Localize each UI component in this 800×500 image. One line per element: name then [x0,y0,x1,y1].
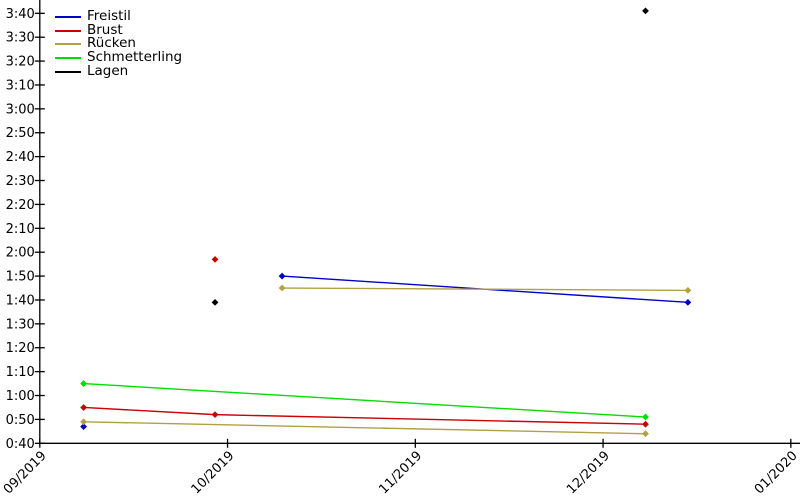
series-lagen [211,7,649,306]
y-tick-label: 3:20 [6,55,35,70]
x-tick-label: 12/2019 [564,449,613,498]
data-point-marker [211,255,219,263]
legend-label-lagen: Lagen [87,62,129,79]
series-brust [80,255,649,428]
legend-label-ruecken: Rücken [87,35,136,52]
legend-line-ruecken [55,43,81,46]
data-point-marker [684,287,692,294]
series-line [282,287,688,292]
y-tick-label: 2:50 [6,126,35,141]
y-tick-label: 2:10 [6,222,35,237]
x-tick-label: 10/2019 [189,449,238,498]
legend-line-freistil [55,15,81,18]
y-tick-label: 1:50 [6,270,35,285]
y-tick-label: 1:30 [6,317,35,332]
series-line [83,421,646,435]
legend-item-brust: Brust [55,21,182,38]
y-tick-label: 1:10 [6,365,35,380]
data-point-marker [211,411,219,419]
axes [39,0,800,444]
y-axis-ticks: 3:40 3:30 3:20 3:10 3:00 2:50 2:40 2:30 2:20 2:10… [6,7,45,452]
legend-item-freistil: Freistil [55,8,182,24]
y-tick-label: 2:30 [6,174,35,189]
y-tick-label: 1:00 [6,389,35,404]
y-tick-label: 2:40 [6,150,35,165]
y-tick-label: 2:00 [6,246,35,261]
data-point-marker [80,423,88,430]
series-freistil [80,272,692,430]
legend-line-lagen [55,70,81,73]
data-point-marker [642,413,649,421]
data-point-marker [642,420,649,428]
data-point-marker [642,7,649,15]
data-point-marker [642,430,649,438]
y-tick-label: 2:20 [6,198,35,213]
legend-line-brust [55,29,81,32]
data-point-marker [80,380,88,387]
legend-label-schmetterling: Schmetterling [87,49,183,66]
y-tick-label: 1:40 [6,293,35,308]
data-point-marker [211,298,219,306]
data-point-marker [80,418,88,426]
x-axis-ticks: 09/2019 10/2019 11/2019 12/2019 01/2020 [1,438,800,498]
data-point-marker [80,404,88,411]
legend-line-schmetterling [55,56,81,59]
legend-label-freistil: Freistil [87,8,131,24]
series-schmetterling [80,380,649,421]
y-tick-label: 3:10 [6,78,35,93]
y-tick-label: 3:40 [6,7,35,22]
legend-item-ruecken: Rücken [55,37,182,51]
legend-item-schmetterling: Schmetterling [55,49,183,66]
legend-item-lagen: Lagen [55,62,182,79]
series-ruecken [80,284,692,438]
y-tick-label: 3:00 [6,102,35,117]
data-point-marker [278,272,286,280]
y-tick-label: 3:30 [6,31,35,46]
legend: Freistil Brust Rücken Schmetterling Lage… [55,8,183,79]
legend-label-brust: Brust [87,21,123,38]
y-tick-label: 0:50 [6,413,35,428]
x-tick-label: 11/2019 [376,449,425,498]
y-tick-label: 1:20 [6,341,35,356]
x-tick-label: 01/2020 [752,449,800,498]
data-point-marker [278,284,286,292]
y-tick-label: 0:40 [6,437,35,452]
series-line [83,382,646,418]
series-line [83,406,646,425]
data-point-marker [684,298,692,306]
x-tick-label: 09/2019 [1,449,50,498]
